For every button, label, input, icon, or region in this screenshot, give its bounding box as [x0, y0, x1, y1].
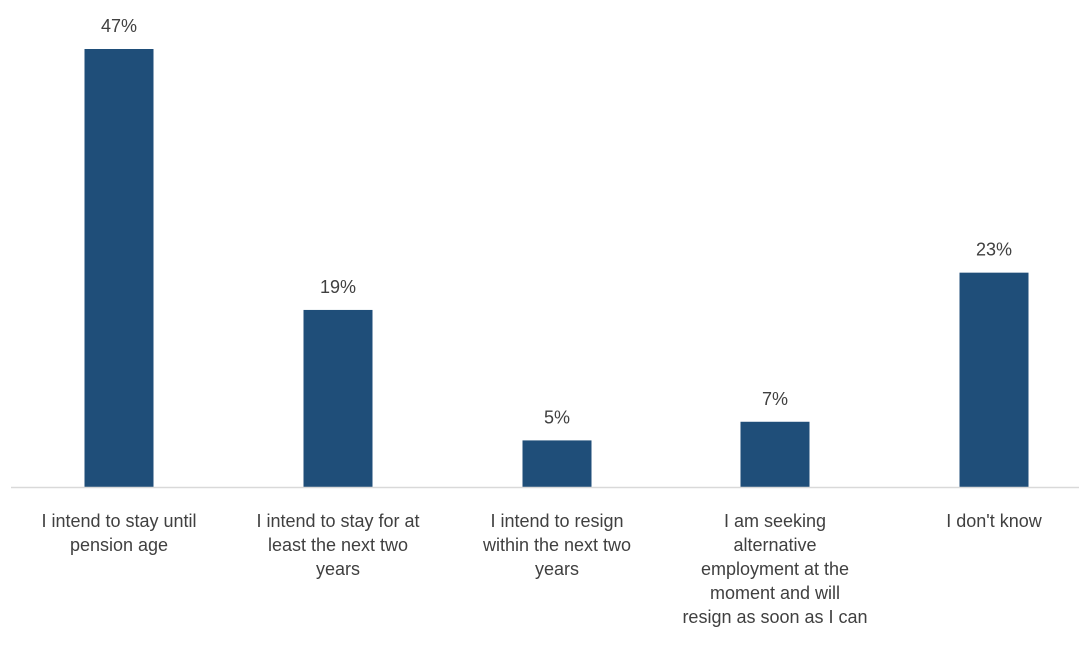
category-label-line: resign as soon as I can — [682, 607, 867, 627]
category-label-line: I don't know — [946, 511, 1042, 531]
category-label-line: pension age — [70, 535, 168, 555]
bar-2 — [303, 309, 373, 487]
category-label-line: I intend to stay until — [41, 511, 196, 531]
data-label-1: 47% — [101, 16, 137, 36]
bars-group — [84, 49, 1029, 487]
category-label-line: I intend to stay for at — [256, 511, 419, 531]
data-labels-group: 47% 19% 5% 7% 23% — [101, 16, 1012, 427]
category-label-line: employment at the — [701, 559, 849, 579]
category-label-line: years — [535, 559, 579, 579]
data-label-5: 23% — [976, 240, 1012, 260]
category-label-3: I intend to resign within the next two yea… — [482, 511, 631, 579]
category-label-line: moment and will — [710, 583, 840, 603]
category-label-line: alternative — [733, 535, 816, 555]
category-label-line: least the next two — [268, 535, 408, 555]
bar-5 — [959, 272, 1029, 487]
category-label-5: I don't know — [946, 511, 1042, 531]
data-label-3: 5% — [544, 407, 570, 427]
data-label-2: 19% — [320, 277, 356, 297]
bar-1 — [84, 49, 154, 487]
category-label-1: I intend to stay until pension age — [41, 511, 196, 555]
category-label-line: I am seeking — [724, 511, 826, 531]
category-label-line: within the next two — [482, 535, 631, 555]
category-label-line: years — [316, 559, 360, 579]
data-label-4: 7% — [762, 389, 788, 409]
category-label-4: I am seeking alternative employment at the… — [682, 511, 867, 627]
bar-4 — [740, 421, 810, 487]
bar-3 — [522, 440, 592, 487]
category-label-line: I intend to resign — [490, 511, 623, 531]
category-label-2: I intend to stay for at least the next tw… — [256, 511, 419, 579]
